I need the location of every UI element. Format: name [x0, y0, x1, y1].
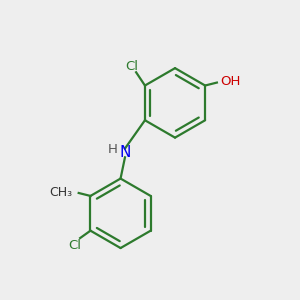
Text: H: H: [108, 143, 118, 157]
Text: CH₃: CH₃: [49, 186, 72, 199]
Text: N: N: [119, 146, 131, 160]
Text: Cl: Cl: [125, 60, 138, 73]
Text: OH: OH: [220, 75, 240, 88]
Text: Cl: Cl: [68, 239, 81, 252]
